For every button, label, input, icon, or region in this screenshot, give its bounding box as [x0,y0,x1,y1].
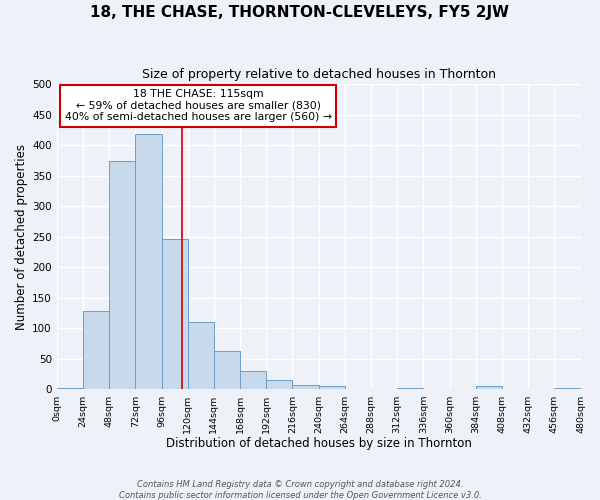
Bar [109,160,136,390]
Text: 18 THE CHASE: 115sqm
← 59% of detached houses are smaller (830)
40% of semi-deta: 18 THE CHASE: 115sqm ← 59% of detached h… [65,89,332,122]
Y-axis label: Number of detached properties: Number of detached properties [15,144,28,330]
Bar [266,380,292,390]
Bar [161,240,188,390]
Bar [554,388,581,390]
Text: 18, THE CHASE, THORNTON-CLEVELEYS, FY5 2JW: 18, THE CHASE, THORNTON-CLEVELEYS, FY5 2… [91,5,509,20]
Title: Size of property relative to detached houses in Thornton: Size of property relative to detached ho… [142,68,496,80]
Bar [240,371,266,390]
Bar [214,351,240,390]
Bar [397,388,424,390]
Bar [476,386,502,390]
X-axis label: Distribution of detached houses by size in Thornton: Distribution of detached houses by size … [166,437,472,450]
Text: Contains HM Land Registry data © Crown copyright and database right 2024.
Contai: Contains HM Land Registry data © Crown c… [119,480,481,500]
Bar [319,386,345,390]
Bar [83,312,109,390]
Bar [188,322,214,390]
Bar [136,134,161,390]
Bar [57,388,83,390]
Bar [292,384,319,390]
